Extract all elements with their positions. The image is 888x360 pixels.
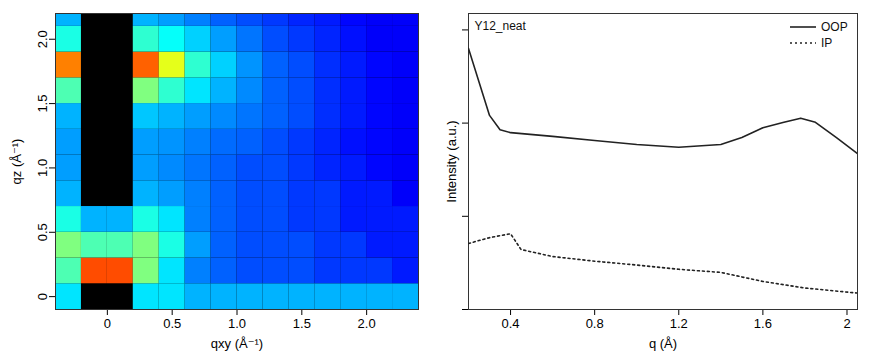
- svg-text:q (Å): q (Å): [649, 336, 677, 351]
- html-text:IP: IP: [821, 36, 833, 50]
- svg-text:1.5: 1.5: [293, 316, 311, 331]
- svg-text:2.0: 2.0: [358, 316, 376, 331]
- svg-text:0: 0: [104, 316, 111, 331]
- svg-text:0.4: 0.4: [502, 316, 520, 331]
- svg-text:1.6: 1.6: [754, 316, 772, 331]
- svg-text:0.5: 0.5: [163, 316, 181, 331]
- svg-text:1.5: 1.5: [35, 95, 50, 113]
- svg-text:1.2: 1.2: [670, 316, 688, 331]
- svg-text:0: 0: [35, 293, 50, 300]
- svg-text:qz (Å⁻¹): qz (Å⁻¹): [9, 139, 24, 185]
- svg-text:0.8: 0.8: [586, 316, 604, 331]
- html-text:OOP: OOP: [821, 20, 848, 34]
- svg-text:Intensity (a.u.): Intensity (a.u.): [444, 120, 459, 202]
- svg-text:1.0: 1.0: [228, 316, 246, 331]
- svg-text:2: 2: [843, 316, 850, 331]
- svg-text:1.0: 1.0: [35, 159, 50, 177]
- svg-text:0.5: 0.5: [35, 223, 50, 241]
- svg-text:qxy (Å⁻¹): qxy (Å⁻¹): [211, 336, 263, 351]
- svg-text:Y12_neat: Y12_neat: [475, 19, 527, 33]
- svg-text:2.0: 2.0: [35, 30, 50, 48]
